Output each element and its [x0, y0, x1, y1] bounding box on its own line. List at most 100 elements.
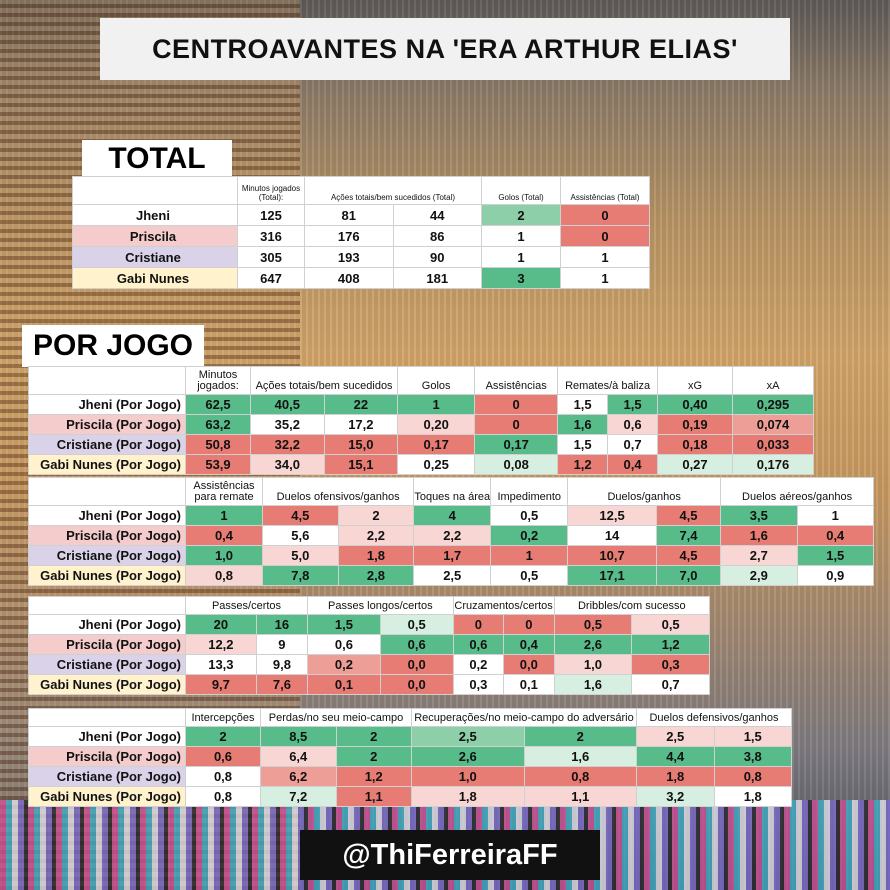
cell: 1 [490, 545, 569, 566]
cell: 181 [392, 267, 482, 289]
header-passes: Passes/certos [184, 596, 309, 615]
cell: 2 [337, 505, 415, 526]
header-empty [28, 708, 186, 727]
player-name: Priscila (Por Jogo) [28, 414, 186, 435]
cell: 3 [481, 267, 561, 289]
per-game-table-2: Assistências para remate Duelos ofensivo… [28, 477, 875, 586]
player-name: Jheni (Por Jogo) [28, 505, 186, 526]
header-duels: Duelos/ganhos [567, 477, 722, 506]
table-row: Priscila (Por Jogo) 0,6 6,4 2 2,6 1,6 4,… [28, 746, 792, 767]
table-row: Cristiane (Por Jogo) 0,8 6,2 1,2 1,0 0,8… [28, 766, 792, 787]
cell: 6,4 [260, 746, 337, 767]
cell: 0,17 [474, 434, 559, 455]
table-row: Priscila (Por Jogo) 63,2 35,2 17,2 0,20 … [28, 414, 814, 435]
header-goals: Golos (Total) [481, 176, 561, 205]
cell: 0,1 [503, 674, 555, 695]
cell: 1,1 [335, 786, 412, 807]
cell: 0 [474, 414, 559, 435]
cell: 32,2 [250, 434, 325, 455]
cell: 0,40 [657, 394, 733, 415]
table-row: Gabi Nunes (Por Jogo) 0,8 7,2 1,1 1,8 1,… [28, 786, 792, 807]
cell: 63,2 [185, 414, 251, 435]
por-jogo-section-label: POR JOGO [22, 325, 204, 367]
cell: 0,18 [657, 434, 733, 455]
player-name: Jheni [72, 204, 238, 226]
header-shots: Remates/à baliza [557, 366, 658, 395]
player-name: Jheni (Por Jogo) [28, 726, 186, 747]
cell: 1,5 [557, 434, 609, 455]
cell: 0,4 [185, 525, 263, 546]
header-aerial-duels: Duelos aéreos/ganhos [720, 477, 874, 506]
per-game-table-1: Minutos jogados: Ações totais/bem sucedi… [28, 366, 814, 475]
cell: 1 [397, 394, 476, 415]
cell: 125 [237, 204, 305, 226]
header-box-touches: Toques na área [413, 477, 492, 506]
cell: 3,8 [713, 746, 792, 767]
cell: 0,7 [631, 674, 710, 695]
cell: 7,4 [655, 525, 722, 546]
header-assists: Assistências (Total) [560, 176, 650, 205]
cell: 0,6 [185, 746, 261, 767]
table-row: Cristiane (Por Jogo) 50,8 32,2 15,0 0,17… [28, 434, 814, 455]
cell: 1 [185, 505, 263, 526]
cell: 13,3 [185, 654, 257, 675]
cell: 0,8 [185, 786, 261, 807]
cell: 2 [335, 726, 412, 747]
cell: 1,2 [335, 766, 412, 787]
player-name: Gabi Nunes (Por Jogo) [28, 454, 186, 475]
author-handle: @ThiFerreiraFF [300, 830, 600, 880]
cell: 0,2 [452, 654, 505, 675]
cell: 0 [503, 614, 555, 635]
cell: 1,5 [307, 614, 381, 635]
table-row: Jheni (Por Jogo) 20 16 1,5 0,5 0 0 0,5 0… [28, 614, 710, 635]
page-title: CENTROAVANTES NA 'ERA ARTHUR ELIAS' [100, 18, 790, 80]
table-row: Gabi Nunes (Por Jogo) 53,9 34,0 15,1 0,2… [28, 454, 814, 475]
cell: 1,7 [413, 545, 492, 566]
cell: 0 [452, 614, 505, 635]
table-row: Gabi Nunes 647 408 181 3 1 [72, 267, 650, 289]
cell: 0,19 [657, 414, 733, 435]
cell: 0,8 [713, 766, 792, 787]
cell: 1,5 [607, 394, 658, 415]
cell: 0,0 [503, 654, 555, 675]
cell: 0,20 [397, 414, 476, 435]
cell: 3,2 [636, 786, 715, 807]
cell: 1 [560, 267, 650, 289]
header-assists: Assistências [474, 366, 559, 395]
cell: 4,4 [636, 746, 715, 767]
header-actions: Ações totais/bem sucedidos (Total) [304, 176, 482, 205]
cell: 1 [796, 505, 875, 526]
player-name: Cristiane (Por Jogo) [28, 766, 186, 787]
cell: 0,27 [657, 454, 733, 475]
header-minutes: Minutos jogados (Total): [237, 176, 305, 205]
cell: 0,4 [607, 454, 658, 475]
header-long-passes: Passes longos/certos [307, 596, 454, 615]
cell: 1,6 [720, 525, 798, 546]
cell: 7,8 [262, 565, 339, 586]
cell: 2,2 [337, 525, 415, 546]
player-name: Gabi Nunes (Por Jogo) [28, 674, 186, 695]
cell: 2,7 [720, 545, 798, 566]
header-goals: Golos [397, 366, 476, 395]
cell: 0,033 [732, 434, 814, 455]
cell: 2,6 [553, 634, 633, 655]
player-name: Jheni (Por Jogo) [28, 614, 186, 635]
player-name: Cristiane [72, 246, 238, 268]
cell: 14 [567, 525, 657, 546]
header-xg: xG [657, 366, 733, 395]
per-game-table-4: Intercepções Perdas/no seu meio-campo Re… [28, 708, 792, 807]
cell: 3,5 [720, 505, 798, 526]
table-row: Gabi Nunes (Por Jogo) 0,8 7,8 2,8 2,5 0,… [28, 565, 875, 586]
cell: 176 [304, 225, 394, 247]
cell: 7,6 [255, 674, 309, 695]
cell: 15,1 [323, 454, 399, 475]
header-empty [28, 366, 186, 395]
cell: 1,5 [713, 726, 792, 747]
cell: 9 [255, 634, 309, 655]
cell: 4 [413, 505, 492, 526]
cell: 44 [392, 204, 482, 226]
cell: 1,6 [557, 414, 609, 435]
cell: 12,5 [567, 505, 657, 526]
cell: 1 [560, 246, 650, 268]
table-row: Priscila 316 176 86 1 0 [72, 225, 650, 247]
